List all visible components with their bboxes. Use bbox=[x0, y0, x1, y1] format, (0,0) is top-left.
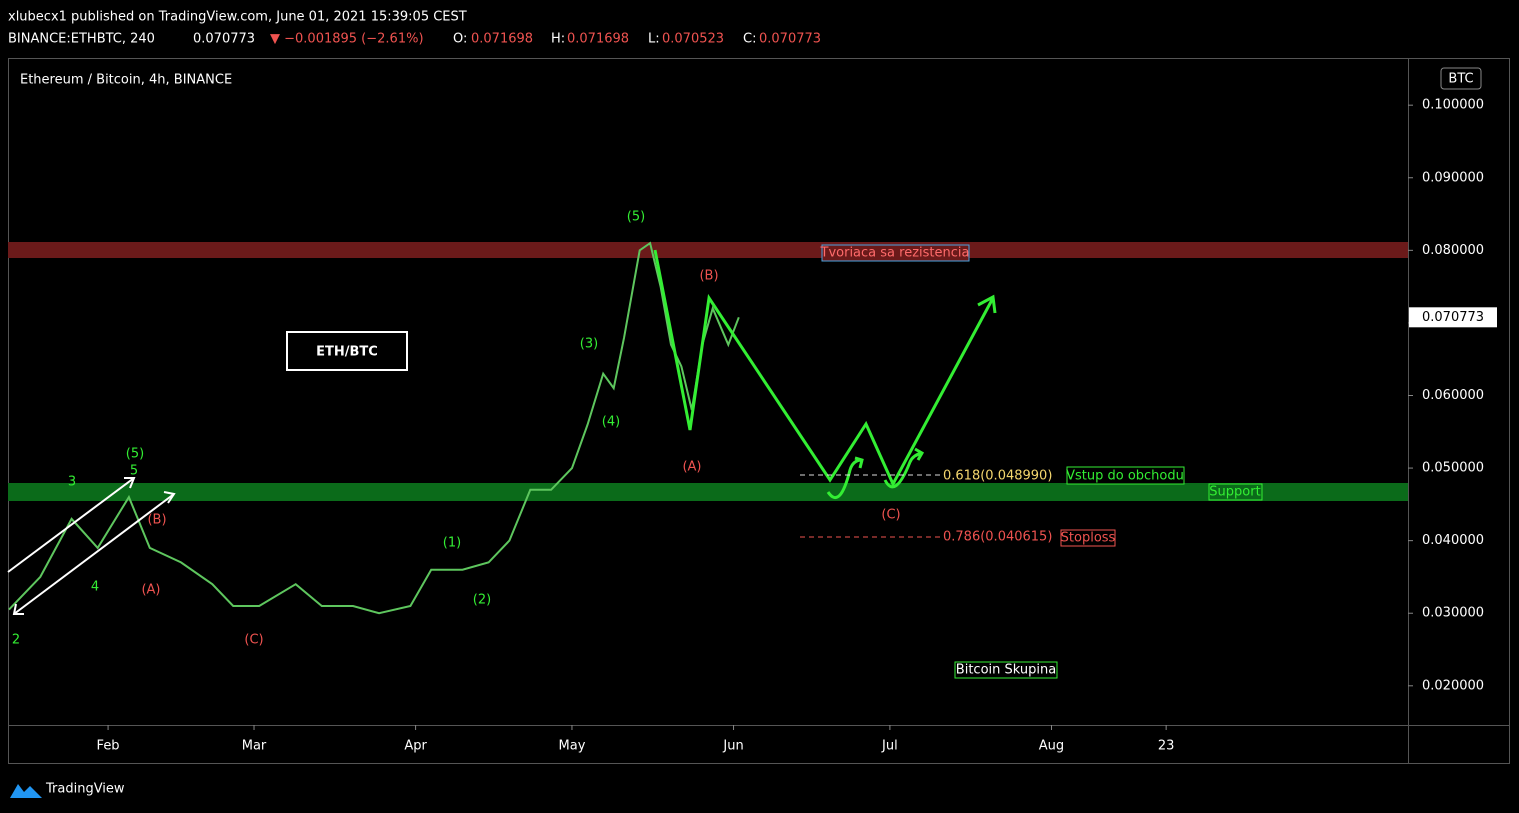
x-tick-label: Apr bbox=[404, 739, 427, 754]
publisher: xlubecx1 published on TradingView.com, J… bbox=[8, 10, 467, 25]
channel bbox=[7, 477, 176, 615]
x-tick-label: May bbox=[559, 739, 586, 754]
projection bbox=[653, 249, 997, 499]
resistance-label: Tvoriaca sa rezistencia bbox=[820, 246, 970, 261]
wave-label: (A) bbox=[682, 460, 701, 475]
chart-title: Ethereum / Bitcoin, 4h, BINANCE bbox=[20, 73, 232, 88]
l-label: L: bbox=[648, 32, 660, 47]
support-label: Support bbox=[1209, 485, 1260, 500]
resistance-box bbox=[821, 244, 970, 262]
wave-label: (B) bbox=[147, 513, 166, 528]
pair: ETH/BTC bbox=[316, 345, 378, 360]
wave-label: (3) bbox=[580, 337, 598, 352]
o-label: O: bbox=[453, 32, 467, 47]
wave-label: (A) bbox=[141, 583, 160, 598]
x-tick-label: Jul bbox=[881, 739, 898, 754]
y-tick-label: 0.060000 bbox=[1422, 388, 1484, 403]
y-tick-label: 0.020000 bbox=[1422, 678, 1484, 693]
resistance-zone bbox=[8, 242, 1408, 258]
wave-label: 4 bbox=[91, 580, 99, 595]
wave-label: (2) bbox=[473, 593, 491, 608]
group-label: Bitcoin Skupina bbox=[956, 663, 1056, 678]
entry-label: Vstup do obchodu bbox=[1066, 469, 1184, 484]
c-label: C: bbox=[743, 32, 756, 47]
change: ▼ −0.001895 (−2.61%) bbox=[270, 32, 424, 47]
x-tick-label: Aug bbox=[1039, 739, 1064, 754]
wave-label: 2 bbox=[12, 633, 20, 648]
c: 0.070773 bbox=[759, 32, 821, 47]
last-price-box bbox=[1409, 307, 1497, 328]
x-tick-label: Jun bbox=[722, 739, 743, 754]
stoploss-box bbox=[1060, 529, 1116, 547]
support-zone bbox=[8, 483, 1408, 501]
y-tick-label: 0.100000 bbox=[1422, 98, 1484, 113]
wave-label: (B) bbox=[699, 269, 718, 284]
entry-box bbox=[1066, 466, 1185, 485]
fib-786: 0.786(0.040615) bbox=[943, 530, 1052, 545]
y-tick-label: 0.030000 bbox=[1422, 606, 1484, 621]
footer-logo bbox=[10, 784, 42, 798]
y-tick-label: 0.090000 bbox=[1422, 170, 1484, 185]
last-price-label: 0.070773 bbox=[1422, 310, 1484, 325]
y-tick-label: 0.050000 bbox=[1422, 461, 1484, 476]
fib-618: 0.618(0.048990) bbox=[943, 469, 1052, 484]
y-tick-label: 0.040000 bbox=[1422, 533, 1484, 548]
l: 0.070523 bbox=[662, 32, 724, 47]
wave-label: (1) bbox=[443, 536, 461, 551]
o: 0.071698 bbox=[471, 32, 533, 47]
h: 0.071698 bbox=[567, 32, 629, 47]
support-box bbox=[1208, 483, 1263, 501]
x-tick-label: Feb bbox=[97, 739, 120, 754]
wave-label: (4) bbox=[602, 415, 620, 430]
frame bbox=[8, 58, 1510, 764]
wave-label: (5) bbox=[627, 210, 645, 225]
wave-label: (C) bbox=[244, 633, 263, 648]
currency: BTC bbox=[1448, 72, 1473, 87]
currency-box bbox=[1440, 67, 1482, 90]
x-tick-label: Mar bbox=[242, 739, 267, 754]
wave-label: 5 bbox=[130, 464, 138, 479]
stoploss-label: Stoploss bbox=[1061, 531, 1116, 546]
symbol: BINANCE:ETHBTC, 240 bbox=[8, 32, 155, 47]
brand: TradingView bbox=[45, 782, 125, 797]
h-label: H: bbox=[551, 32, 565, 47]
wave-label: (C) bbox=[881, 508, 900, 523]
wave-label: (5) bbox=[126, 447, 144, 462]
x-tick-label: 23 bbox=[1158, 739, 1175, 754]
pair-box bbox=[286, 331, 408, 371]
y-tick-label: 0.080000 bbox=[1422, 243, 1484, 258]
group-box bbox=[954, 661, 1058, 679]
last: 0.070773 bbox=[193, 32, 255, 47]
wave-label: 3 bbox=[68, 475, 76, 490]
